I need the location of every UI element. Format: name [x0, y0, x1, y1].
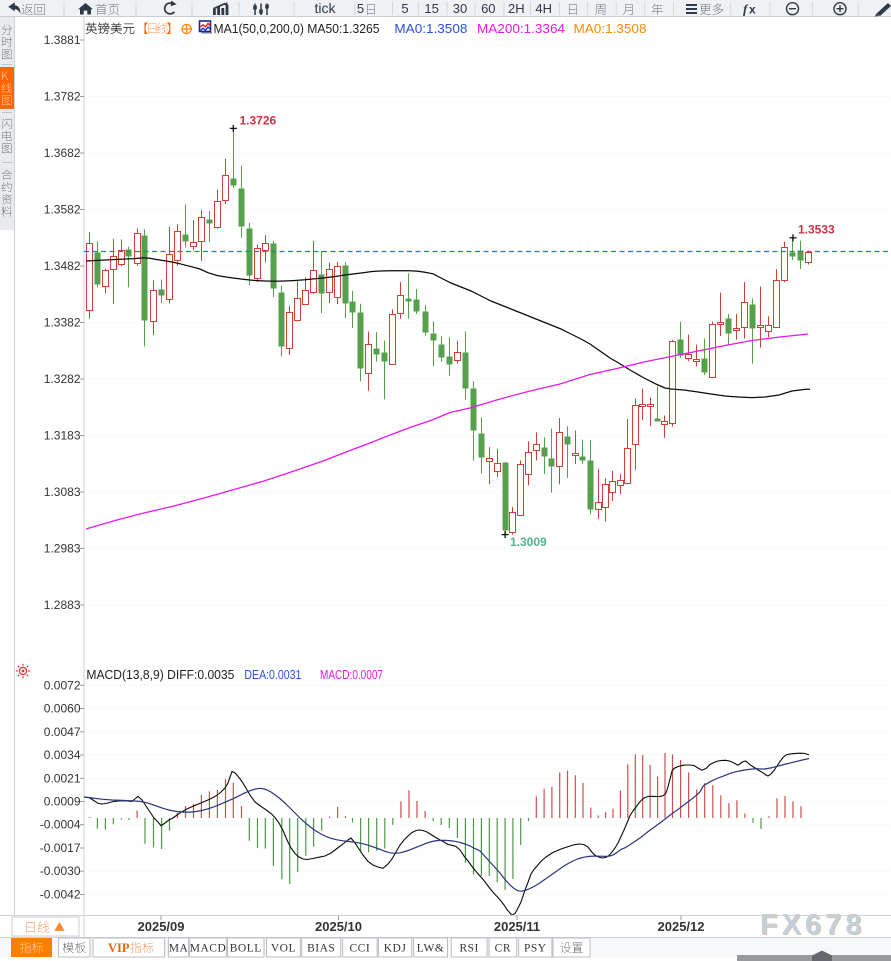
- svg-text:CCI: CCI: [350, 943, 371, 955]
- svg-text:2025/12: 2025/12: [658, 919, 705, 934]
- svg-text:2025/10: 2025/10: [315, 919, 362, 934]
- svg-text:BOLL: BOLL: [230, 943, 262, 955]
- svg-text:CR: CR: [495, 943, 511, 955]
- svg-text:30: 30: [453, 1, 467, 16]
- svg-text:LW&: LW&: [417, 943, 444, 955]
- svg-text:15: 15: [424, 1, 438, 16]
- svg-text:1.3726: 1.3726: [240, 114, 277, 128]
- svg-text:4H: 4H: [535, 1, 552, 16]
- svg-text:BIAS: BIAS: [307, 943, 335, 955]
- svg-text:5: 5: [401, 1, 408, 16]
- svg-text:-0.0017: -0.0017: [40, 841, 81, 855]
- svg-text:x: x: [749, 3, 756, 17]
- svg-text:0.0021: 0.0021: [44, 771, 81, 785]
- svg-text:MACD:0.0007: MACD:0.0007: [320, 668, 383, 682]
- svg-text:1.3881: 1.3881: [44, 33, 81, 47]
- svg-text:0.0060: 0.0060: [44, 702, 81, 716]
- svg-text:MA: MA: [169, 943, 189, 955]
- svg-text:FX678: FX678: [761, 910, 866, 942]
- svg-text:1.3533: 1.3533: [798, 223, 835, 237]
- svg-text:-0.0042: -0.0042: [40, 888, 81, 902]
- svg-text:RSI: RSI: [459, 943, 478, 955]
- svg-text:2H: 2H: [508, 1, 525, 16]
- svg-text:0.0047: 0.0047: [44, 725, 81, 739]
- svg-text:-0.0004: -0.0004: [40, 818, 81, 832]
- svg-text:1.3782: 1.3782: [44, 90, 81, 104]
- svg-text:VIP: VIP: [108, 941, 130, 955]
- svg-text:MACD(13,8,9) DIFF:0.0035: MACD(13,8,9) DIFF:0.0035: [86, 668, 234, 682]
- svg-text:1.3009: 1.3009: [510, 535, 547, 549]
- svg-text:5: 5: [357, 1, 364, 16]
- svg-text:MA200:1.3364: MA200:1.3364: [477, 22, 565, 36]
- svg-text:KDJ: KDJ: [384, 943, 407, 955]
- svg-text:0.0009: 0.0009: [44, 795, 81, 809]
- svg-text:f: f: [743, 2, 749, 17]
- svg-text:MA0:1.3508: MA0:1.3508: [574, 22, 647, 36]
- svg-text:1.2883: 1.2883: [44, 598, 81, 612]
- svg-text:MACD: MACD: [190, 943, 227, 955]
- svg-text:FX678: FX678: [760, 909, 865, 941]
- svg-text:VOL: VOL: [271, 943, 296, 955]
- svg-text:0.0072: 0.0072: [44, 678, 81, 692]
- svg-text:2025/09: 2025/09: [138, 919, 185, 934]
- svg-text:1.3382: 1.3382: [44, 316, 81, 330]
- svg-text:1.2983: 1.2983: [44, 542, 81, 556]
- svg-text:1.3183: 1.3183: [44, 429, 81, 443]
- svg-text:1.3083: 1.3083: [44, 485, 81, 499]
- svg-text:1.3582: 1.3582: [44, 203, 81, 217]
- svg-text:MA1(50,0,200,0) MA50:1.3265: MA1(50,0,200,0) MA50:1.3265: [214, 22, 380, 36]
- svg-text:60: 60: [481, 1, 495, 16]
- svg-text:2025/11: 2025/11: [494, 919, 540, 934]
- svg-text:MA0:1.3508: MA0:1.3508: [394, 22, 467, 36]
- svg-text:1.3682: 1.3682: [44, 146, 81, 160]
- svg-text:PSY: PSY: [524, 943, 547, 955]
- svg-text:DEA:0.0031: DEA:0.0031: [244, 668, 301, 682]
- svg-text:-0.0030: -0.0030: [40, 864, 81, 878]
- svg-text:1.3282: 1.3282: [44, 372, 81, 386]
- svg-text:0.0034: 0.0034: [44, 748, 81, 762]
- svg-text:1.3482: 1.3482: [44, 259, 81, 273]
- svg-text:tick: tick: [315, 0, 337, 16]
